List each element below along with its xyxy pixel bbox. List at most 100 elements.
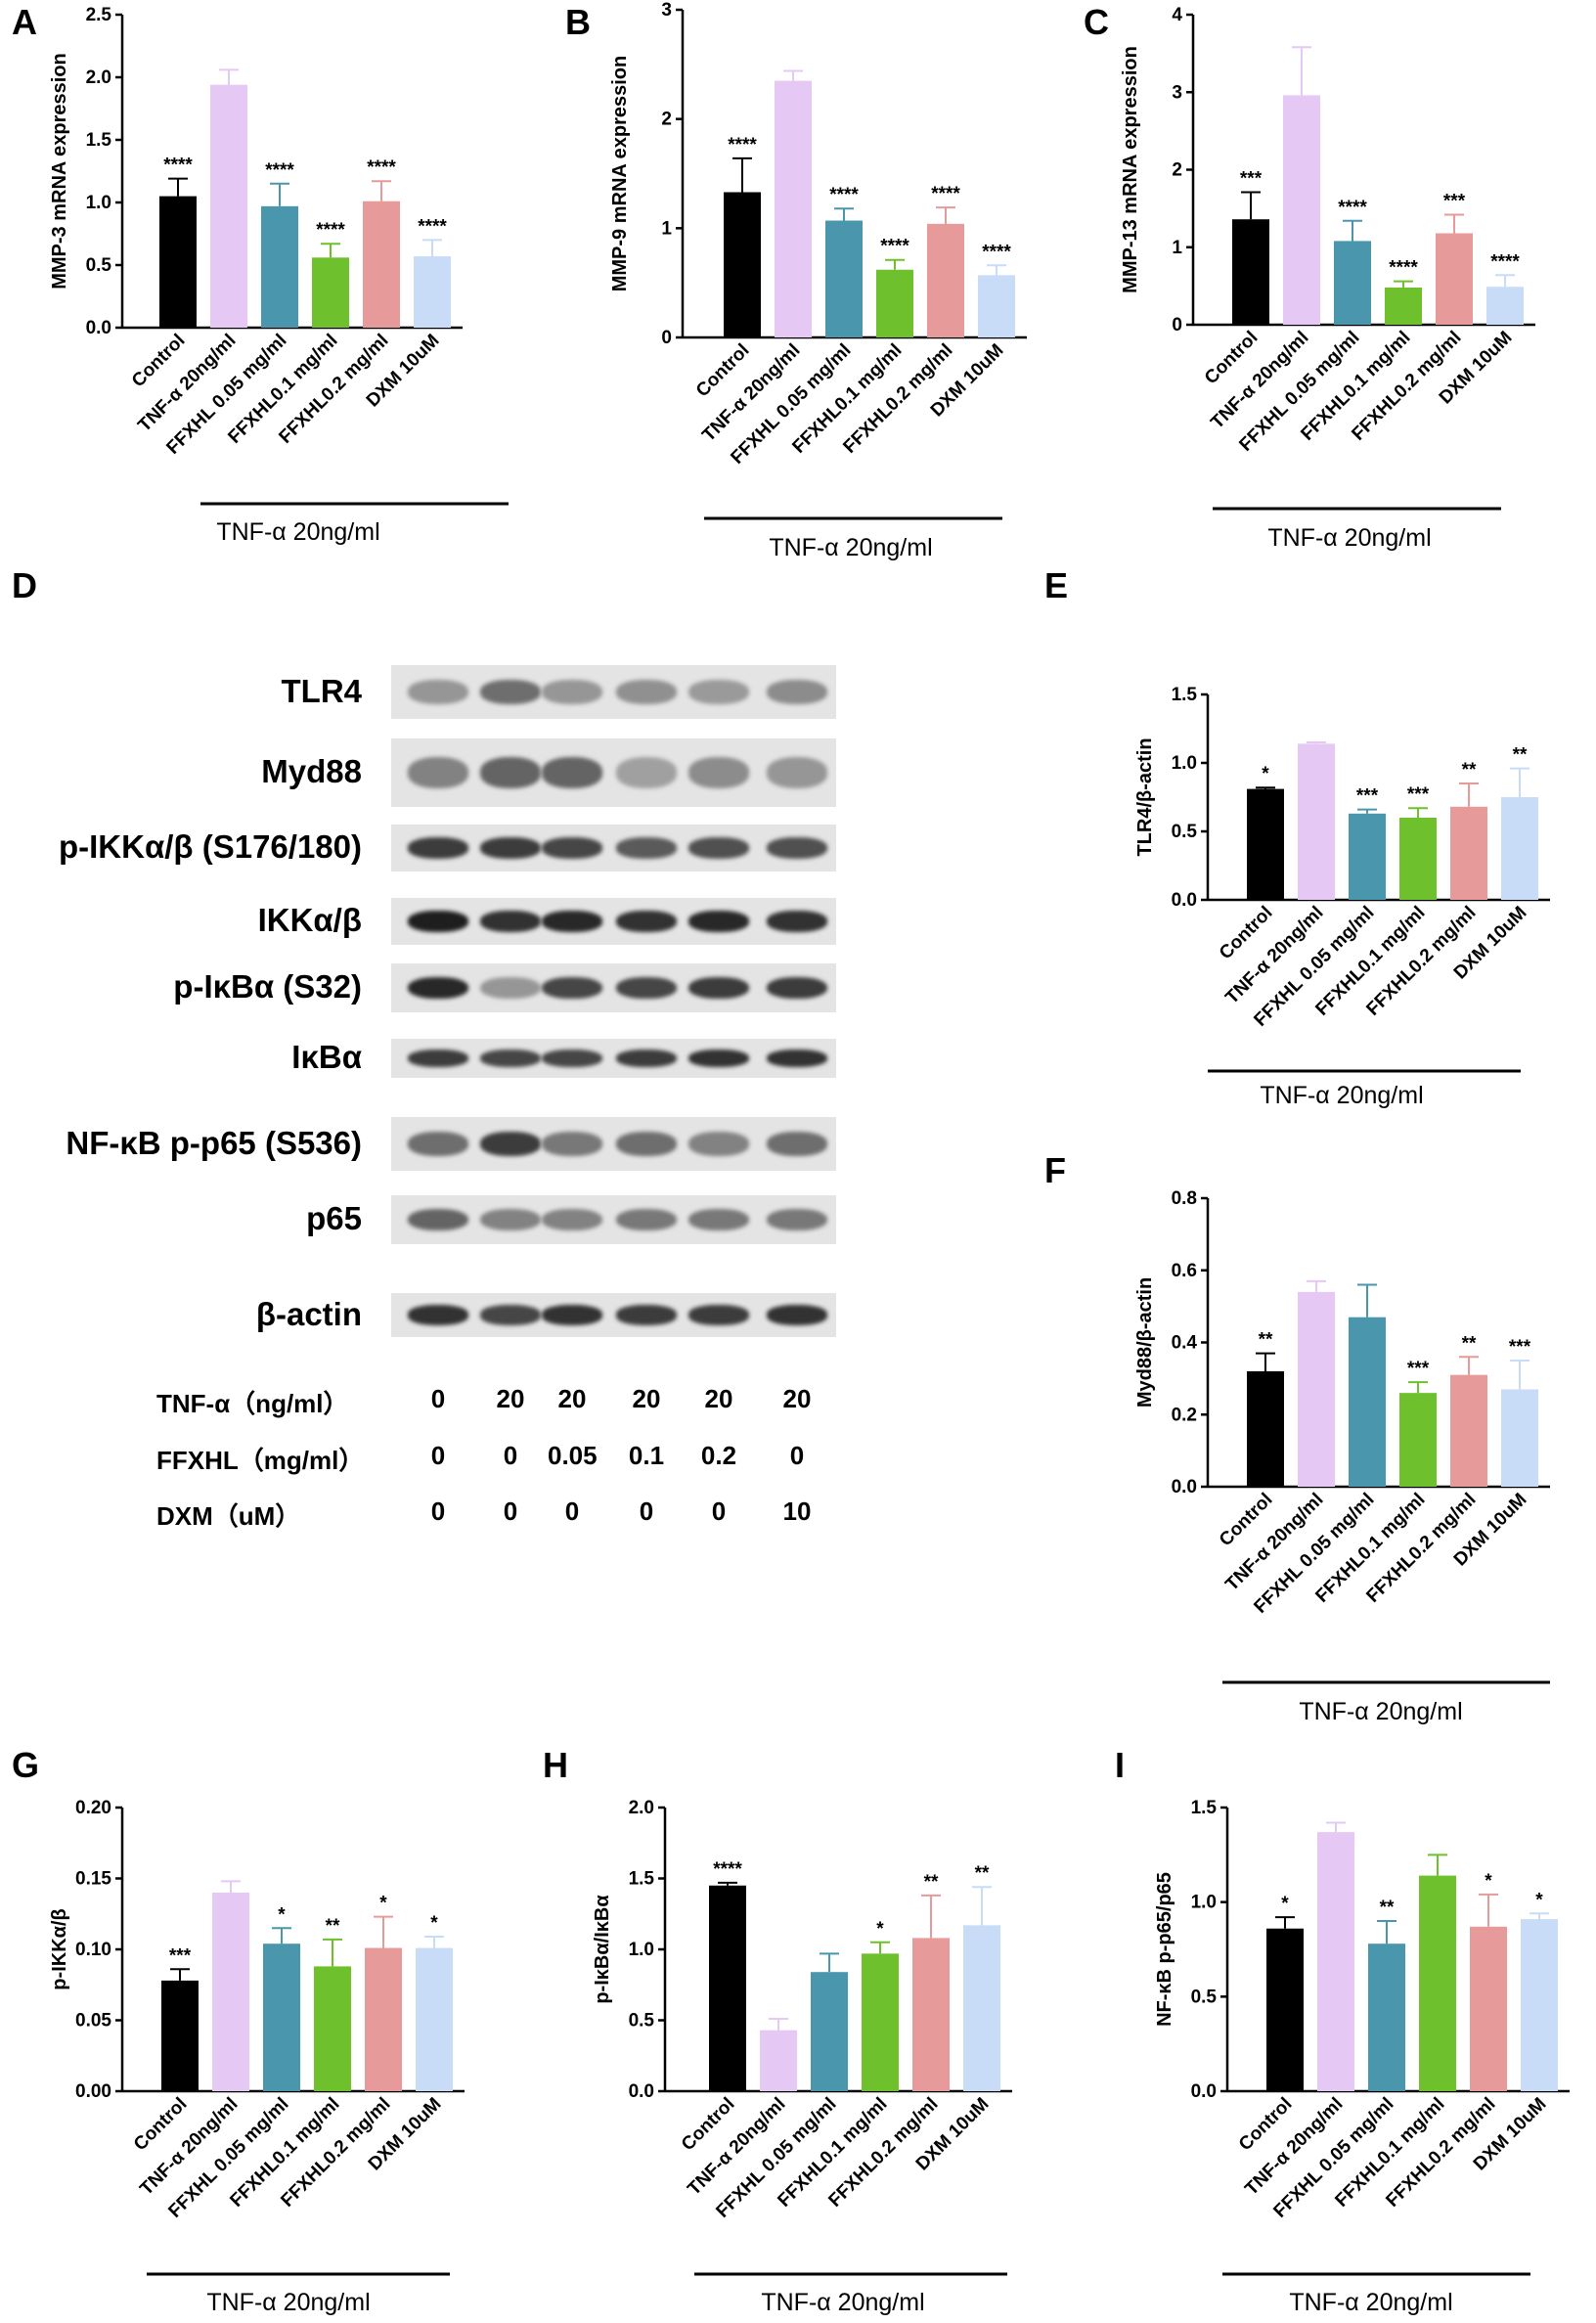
blot-band xyxy=(616,1305,677,1325)
blot-band xyxy=(408,1050,468,1067)
condition-value: 0 xyxy=(430,1384,446,1413)
blot-band xyxy=(767,1050,827,1067)
bar xyxy=(161,1980,199,2091)
group-label: TNF-α 20ng/ml xyxy=(1289,2289,1452,2316)
significance-label: * xyxy=(876,1919,884,1940)
bar xyxy=(811,1972,848,2091)
blot-band xyxy=(688,1132,749,1156)
condition-value: 0.2 xyxy=(700,1441,737,1470)
panel-letter-i: I xyxy=(1115,1745,1126,1785)
blot-band xyxy=(542,1305,602,1325)
blot-row-label: p-IκBα (S32) xyxy=(173,968,362,1005)
blot-band xyxy=(767,1208,827,1231)
blot-band xyxy=(767,911,827,932)
blot-band xyxy=(616,976,677,1000)
y-axis-label: MMP-13 mRNA expression xyxy=(1120,46,1141,293)
significance-label: *** xyxy=(1356,786,1379,807)
significance-label: **** xyxy=(728,135,757,156)
blot-band xyxy=(767,837,827,859)
chart-pp65: 0.00.51.01.5NF-κB p-p65/p65 *ControlTNF-α… xyxy=(1154,1798,1570,2316)
bar xyxy=(1298,743,1335,900)
blot-row-label: TLR4 xyxy=(281,672,363,709)
bar xyxy=(963,1925,1000,2091)
chart-pikba: 0.00.51.01.52.0p-IκBα/IκBα****ControlTNF… xyxy=(592,1798,1012,2316)
blot-strip xyxy=(391,1293,836,1337)
bar xyxy=(876,269,913,337)
blot-band xyxy=(408,1305,468,1325)
bar xyxy=(978,275,1015,337)
bar xyxy=(1298,1291,1335,1487)
blot-band xyxy=(616,837,677,859)
bar xyxy=(1349,1317,1386,1487)
blot-band xyxy=(408,757,468,788)
blot-band xyxy=(408,680,468,704)
blot-band xyxy=(480,680,541,704)
significance-label: * xyxy=(1262,764,1269,784)
blot-row-label: p-IKKα/β (S176/180) xyxy=(58,828,362,865)
y-tick-label: 0.00 xyxy=(75,2081,111,2102)
condition-value: 0 xyxy=(430,1441,446,1470)
y-tick-label: 0.5 xyxy=(629,2011,655,2032)
condition-value: 0 xyxy=(503,1497,518,1526)
y-tick-label: 1.5 xyxy=(1191,1798,1218,1818)
blot-strip xyxy=(391,738,836,807)
y-axis-label: TLR4/β-actin xyxy=(1134,737,1156,856)
condition-value: 20 xyxy=(632,1384,661,1413)
significance-label: ** xyxy=(1462,1333,1477,1354)
y-tick-label: 1.5 xyxy=(629,1869,655,1890)
bar xyxy=(416,1947,453,2091)
condition-value: 0 xyxy=(789,1441,805,1470)
bar xyxy=(1486,287,1524,325)
blot-band xyxy=(688,976,749,1000)
blot-band xyxy=(688,837,749,859)
blot-band xyxy=(542,911,602,932)
y-tick-label: 1.0 xyxy=(86,193,111,213)
y-tick-label: 0.5 xyxy=(86,255,112,276)
blot-band xyxy=(542,837,602,859)
bar xyxy=(1521,1919,1558,2091)
blot-band xyxy=(767,976,827,1000)
panel-letter-d: D xyxy=(12,565,37,605)
bar xyxy=(1450,806,1487,900)
y-tick-label: 0.05 xyxy=(75,2011,111,2032)
bar xyxy=(1232,219,1269,325)
bar xyxy=(1501,1389,1538,1487)
bar xyxy=(1368,1943,1405,2091)
significance-label: **** xyxy=(1389,258,1418,279)
y-axis-label: MMP-9 mRNA expression xyxy=(609,56,631,292)
blot-strip xyxy=(391,963,836,1012)
group-label: TNF-α 20ng/ml xyxy=(1260,1082,1423,1109)
blot-band xyxy=(767,1132,827,1156)
blot-band xyxy=(542,680,602,704)
significance-label: *** xyxy=(1407,1359,1430,1379)
y-tick-label: 0.6 xyxy=(1172,1261,1197,1281)
blot-band xyxy=(480,1132,541,1156)
y-tick-label: 0.5 xyxy=(1172,822,1198,842)
bar xyxy=(1399,1393,1437,1487)
bar xyxy=(1399,818,1437,900)
y-tick-label: 0.8 xyxy=(1172,1188,1197,1209)
condition-value: 0 xyxy=(639,1497,654,1526)
significance-label: ** xyxy=(1462,760,1477,781)
bar xyxy=(263,1943,300,2091)
blot-band xyxy=(542,1132,602,1156)
blot-band xyxy=(616,757,677,788)
blot-band xyxy=(480,911,541,932)
blot-band xyxy=(616,680,677,704)
significance-label: ** xyxy=(1259,1330,1273,1351)
significance-label: ** xyxy=(1513,745,1528,766)
blot-band xyxy=(688,911,749,932)
blot-band xyxy=(542,1050,602,1067)
blot-row-label: p65 xyxy=(306,1200,362,1236)
significance-label: * xyxy=(1535,1890,1543,1910)
significance-label: **** xyxy=(931,184,960,204)
group-label: TNF-α 20ng/ml xyxy=(216,518,379,546)
y-axis-label: Myd88/β-actin xyxy=(1134,1277,1156,1407)
y-tick-label: 4 xyxy=(1172,5,1182,25)
significance-label: *** xyxy=(1240,168,1263,189)
y-tick-label: 3 xyxy=(1172,82,1182,103)
bar xyxy=(927,223,964,337)
bar xyxy=(365,1947,402,2091)
bar xyxy=(1501,797,1538,900)
